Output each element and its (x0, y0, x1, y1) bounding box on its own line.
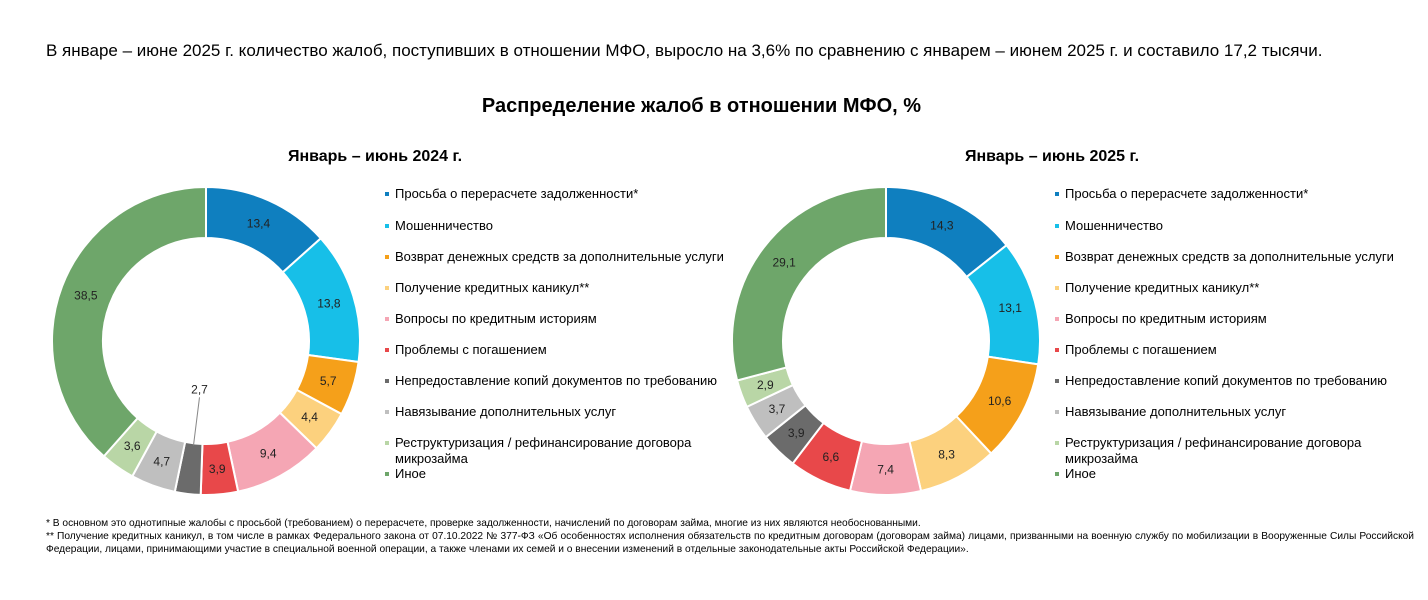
data-label-реструктуризация-рефинансирование-договора-микрозайма: 3,6 (124, 439, 141, 453)
legend-item-непредоставление-копий-документов-по-требованию: Непредоставление копий документов по тре… (385, 373, 725, 389)
legend-item-проблемы-с-погашением: Проблемы с погашением (385, 342, 725, 358)
legend-item-получение-кредитных-каникул: Получение кредитных каникул** (385, 280, 725, 296)
legend-label: Непредоставление копий документов по тре… (395, 373, 718, 388)
legend-swatch (385, 410, 389, 414)
chart-title-2025: Январь – июнь 2025 г. (964, 148, 1140, 165)
legend-label: Просьба о перерасчете задолженности* (1065, 186, 1309, 201)
legend-swatch (1055, 192, 1059, 196)
legend-swatch (1055, 255, 1059, 259)
data-label-иное: 38,5 (74, 288, 98, 302)
legend-item-иное: Иное (385, 466, 725, 482)
legend-label: Иное (395, 466, 426, 481)
legend-swatch (1055, 472, 1059, 476)
legend-label: Проблемы с погашением (395, 342, 547, 357)
legend-label: Получение кредитных каникул** (395, 280, 590, 295)
legend-label: Получение кредитных каникул** (1065, 280, 1260, 295)
legend-item-просьба-о-перерасчете-задолженности: Просьба о перерасчете задолженности* (385, 186, 725, 202)
legend-item-навязывание-дополнительных-услуг: Навязывание дополнительных услуг (385, 404, 725, 420)
legend-item-мошенничество: Мошенничество (385, 218, 725, 234)
legend-swatch (1055, 410, 1059, 414)
legend-label: Возврат денежных средств за дополнительн… (395, 249, 724, 264)
data-label-вопросы-по-кредитным-историям: 9,4 (260, 446, 277, 460)
data-label-проблемы-с-погашением: 6,6 (823, 450, 840, 464)
chart-title-2024: Январь – июнь 2024 г. (287, 148, 463, 165)
legend-swatch (1055, 348, 1059, 352)
legend-item-реструктуризация-рефинансирование-договора-микрозайма: Реструктуризация / рефинансирование дого… (1055, 435, 1395, 467)
intro-text: В январе – июне 2025 г. количество жалоб… (46, 41, 1323, 60)
legend-label: Мошенничество (395, 218, 493, 233)
legend-item-реструктуризация-рефинансирование-договора-микрозайма: Реструктуризация / рефинансирование дого… (385, 435, 725, 467)
legend-swatch (1055, 317, 1059, 321)
legend-item-просьба-о-перерасчете-задолженности: Просьба о перерасчете задолженности* (1055, 186, 1395, 202)
donut-slice-иное (731, 185, 887, 382)
legend-item-проблемы-с-погашением: Проблемы с погашением (1055, 342, 1395, 358)
donut-chart-2024: 13,4 13,8 5,7 4,4 9,4 3,9 2,7 4,7 3,6 38,5 (51, 185, 361, 496)
legend-label: Иное (1065, 466, 1096, 481)
legend-label: Навязывание дополнительных услуг (1065, 404, 1287, 419)
legend-item-возврат-денежных-средств-за-дополнительные-услуги: Возврат денежных средств за дополнительн… (385, 249, 725, 265)
data-label-реструктуризация-рефинансирование-договора-микрозайма: 2,9 (757, 378, 774, 392)
legend-label: Возврат денежных средств за дополнительн… (1065, 249, 1394, 264)
legend-swatch (385, 317, 389, 321)
legend-item-иное: Иное (1055, 466, 1395, 482)
legend-item-вопросы-по-кредитным-историям: Вопросы по кредитным историям (385, 311, 725, 327)
legend-swatch (385, 192, 389, 196)
data-label-возврат-денежных-средств-за-дополнительные-услуги: 10,6 (988, 394, 1012, 408)
legend-label: Вопросы по кредитным историям (1065, 311, 1267, 326)
data-label-просьба-о-перерасчете-задолженности: 14,3 (930, 218, 954, 232)
legend-swatch (385, 472, 389, 476)
legend-label: Вопросы по кредитным историям (395, 311, 597, 326)
data-label-мошенничество: 13,8 (317, 296, 341, 310)
legend-label: Просьба о перерасчете задолженности* (395, 186, 639, 201)
data-label-возврат-денежных-средств-за-дополнительные-услуги: 5,7 (320, 374, 337, 388)
footnote-2: ** Получение кредитных каникул, в том чи… (46, 531, 1414, 555)
legend-item-вопросы-по-кредитным-историям: Вопросы по кредитным историям (1055, 311, 1395, 327)
legend-label: Непредоставление копий документов по тре… (1065, 373, 1388, 388)
data-label-просьба-о-перерасчете-задолженности: 13,4 (247, 217, 271, 231)
legend-item-возврат-денежных-средств-за-дополнительные-услуги: Возврат денежных средств за дополнительн… (1055, 249, 1395, 265)
donut-chart-2025: 14,3 13,1 10,6 8,3 7,4 6,6 3,93,7 2,9 29,1 (731, 185, 1041, 496)
legend-label: Проблемы с погашением (1065, 342, 1217, 357)
data-label-получение-кредитных-каникул: 8,3 (938, 447, 955, 461)
legend-swatch (385, 286, 389, 290)
legend-swatch (1055, 379, 1059, 383)
legend-label: Мошенничество (1065, 218, 1163, 233)
legend-label: Навязывание дополнительных услуг (395, 404, 617, 419)
legend-swatch (385, 441, 389, 445)
leader-line-непредоставление-копий-документов-по-требованию (193, 397, 201, 446)
legend-label: Реструктуризация / рефинансирование дого… (395, 435, 692, 466)
data-label-навязывание-дополнительных-услуг: 4,7 (153, 455, 170, 469)
data-label-получение-кредитных-каникул: 4,4 (301, 410, 318, 424)
figure-title: Распределение жалоб в отношении МФО, % (481, 95, 922, 117)
legend-item-мошенничество: Мошенничество (1055, 218, 1395, 234)
data-label-вопросы-по-кредитным-историям: 7,4 (877, 462, 894, 476)
data-label-проблемы-с-погашением: 3,9 (209, 462, 226, 476)
legend-swatch (385, 348, 389, 352)
data-label-непредоставление-копий-документов-по-требованию: 2,7 (191, 382, 208, 396)
legend-item-навязывание-дополнительных-услуг: Навязывание дополнительных услуг (1055, 404, 1395, 420)
legend-swatch (1055, 286, 1059, 290)
data-label-мошенничество: 13,1 (999, 301, 1023, 315)
legend-swatch (385, 379, 389, 383)
footnote-1: * В основном это однотипные жалобы с про… (46, 518, 921, 529)
data-label-навязывание-дополнительных-услуг: 3,7 (769, 402, 786, 416)
legend-item-непредоставление-копий-документов-по-требованию: Непредоставление копий документов по тре… (1055, 373, 1395, 389)
donut-slice-иное (51, 185, 207, 458)
legend-swatch (385, 224, 389, 228)
legend-swatch (385, 255, 389, 259)
legend-swatch (1055, 441, 1059, 445)
legend-label: Реструктуризация / рефинансирование дого… (1065, 435, 1362, 466)
legend-item-получение-кредитных-каникул: Получение кредитных каникул** (1055, 280, 1395, 296)
data-label-непредоставление-копий-документов-по-требованию: 3,9 (788, 426, 805, 440)
data-label-иное: 29,1 (772, 256, 796, 270)
legend-swatch (1055, 224, 1059, 228)
footnotes: * В основном это однотипные жалобы с про… (46, 517, 1414, 556)
